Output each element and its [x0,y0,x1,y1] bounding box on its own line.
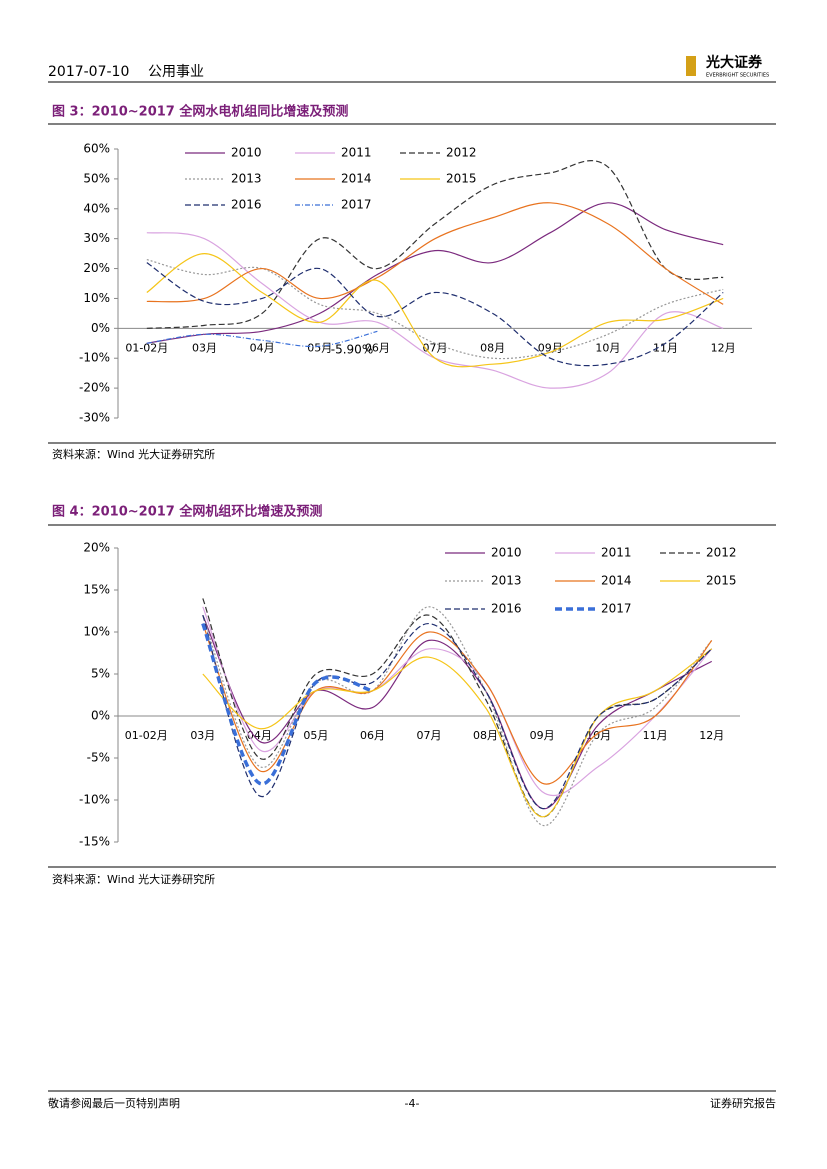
y-tick-label: 50% [83,171,110,185]
x-tick-label: 07月 [417,729,442,742]
legend-label: 2013 [491,574,522,588]
x-tick-label: 04月 [250,341,275,354]
y-tick-label: 10% [83,291,110,305]
series-line [202,648,713,818]
series-line [202,623,713,785]
series-line [146,330,378,348]
series-line [146,253,724,368]
legend-label: 2011 [601,546,632,560]
x-tick-label: 03月 [190,729,215,742]
series-line [202,606,713,826]
y-tick-label: -20% [79,381,110,395]
legend-label: 2014 [341,172,372,186]
x-tick-label: 10月 [595,341,620,354]
y-tick-label: 20% [83,261,110,275]
series-line [146,259,724,360]
footer-page: -4- [405,1097,420,1110]
x-tick-label: 07月 [423,341,448,354]
x-tick-label: 11月 [643,729,668,742]
y-tick-label: 40% [83,201,110,215]
legend-label: 2011 [341,146,372,160]
header-date: 2017-07-10 [48,64,129,80]
series-line [146,202,724,305]
series-line [202,606,713,797]
source: 资料来源：Wind 光大证券研究所 [52,447,215,461]
logo-sub: EVERBRIGHT SECURITIES [706,73,769,79]
y-tick-label: 20% [83,541,110,555]
figure-caption: 图 3：2010~2017 全网水电机组同比增速及预测 [52,104,348,120]
legend-label: 2010 [231,146,262,160]
x-tick-label: 08月 [480,341,505,354]
legend-label: 2010 [491,546,522,560]
footer-right: 证券研究报告 [710,1096,776,1110]
y-tick-label: 0% [91,321,110,335]
x-tick-label: 06月 [365,341,390,354]
x-tick-label: 06月 [360,729,385,742]
y-tick-label: -10% [79,793,110,807]
logo-mark [686,56,696,76]
x-tick-label: 09月 [530,729,555,742]
series-line [146,160,724,329]
source: 资料来源：Wind 光大证券研究所 [52,872,215,886]
x-tick-label: 09月 [538,341,563,354]
x-tick-label: 01-02月 [125,729,168,742]
header-sector: 公用事业 [148,64,204,80]
series-line [202,615,713,810]
series-line [146,262,724,367]
x-tick-label: 11月 [653,341,678,354]
series-line [202,614,713,810]
y-tick-label: 10% [83,625,110,639]
legend-label: 2014 [601,574,632,588]
series-line [146,232,724,389]
legend-label: 2016 [491,602,522,616]
x-tick-label: 05月 [307,341,332,354]
x-tick-label: 01-02月 [125,341,168,354]
y-tick-label: -5% [87,751,110,765]
y-tick-label: 60% [83,142,110,156]
y-tick-label: 30% [83,231,110,245]
legend-label: 2013 [231,172,262,186]
footer-left: 敬请参阅最后一页特别声明 [48,1096,180,1110]
series-line [202,598,713,818]
x-tick-label: 03月 [192,341,217,354]
legend-label: 2012 [446,146,477,160]
y-tick-label: -15% [79,835,110,849]
figure-caption: 图 4：2010~2017 全网机组环比增速及预测 [52,504,322,520]
y-tick-label: -30% [79,411,110,425]
legend-label: 2017 [601,602,632,616]
annotation: -5.90% [331,343,373,357]
y-tick-label: -10% [79,351,110,365]
y-tick-label: 15% [83,583,110,597]
legend-label: 2012 [706,546,737,560]
logo-text: 光大证券 [705,54,763,71]
series-line [146,202,724,344]
x-tick-label: 12月 [711,341,736,354]
x-tick-label: 12月 [699,729,724,742]
series-line [201,623,373,786]
x-tick-label: 08月 [473,729,498,742]
y-tick-label: 0% [91,709,110,723]
x-tick-label: 05月 [303,729,328,742]
legend-label: 2015 [706,574,737,588]
legend-label: 2016 [231,198,262,212]
x-tick-label: 04月 [247,729,272,742]
legend-label: 2017 [341,198,372,212]
legend-label: 2015 [446,172,477,186]
y-tick-label: 5% [91,667,110,681]
